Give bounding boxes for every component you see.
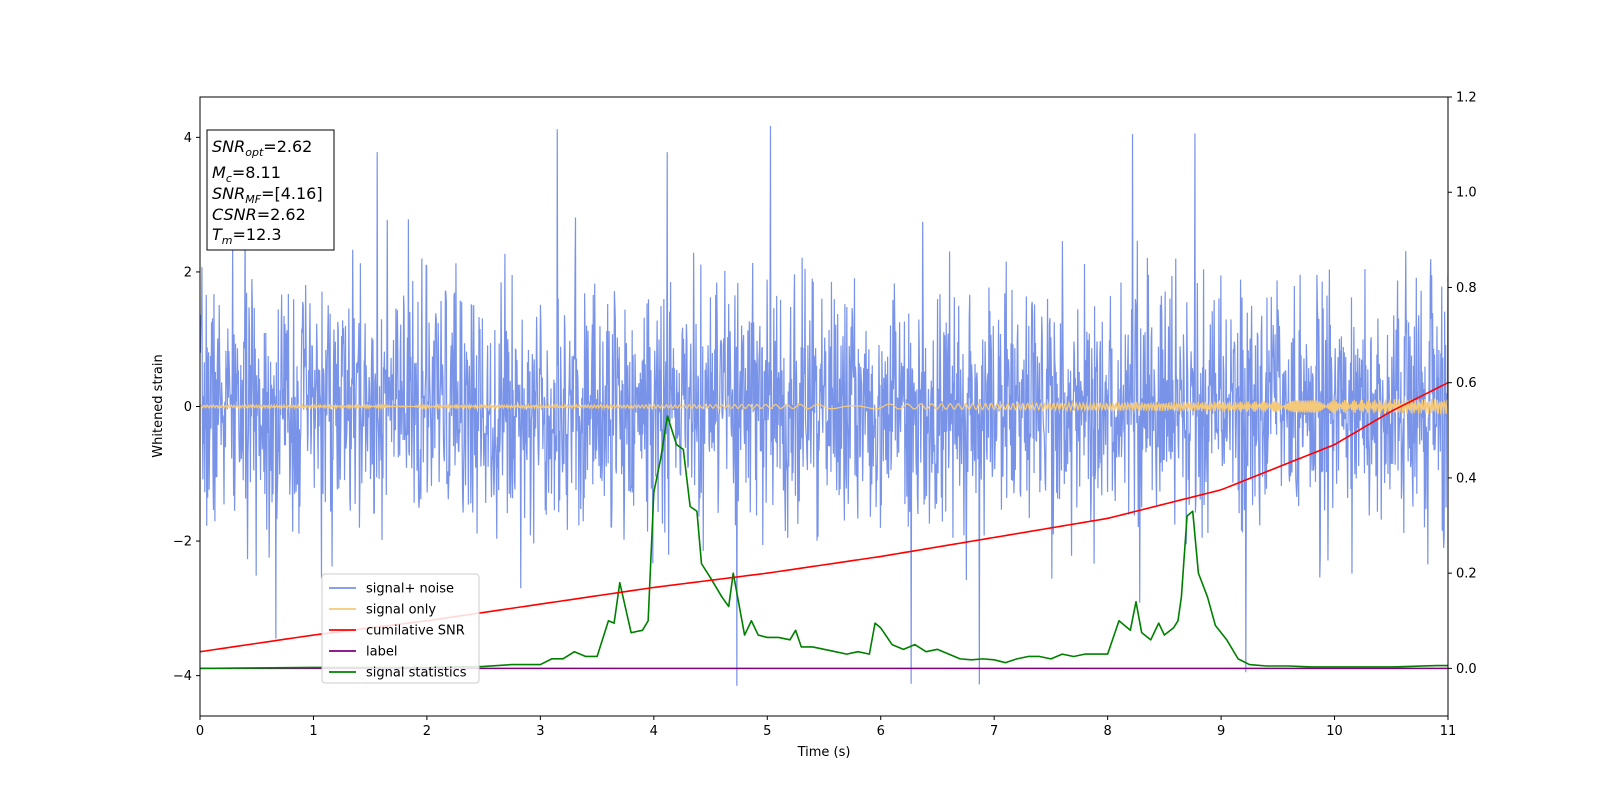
- legend: signal+ noise signal only cumilative SNR la…: [321, 573, 480, 684]
- y-left-tick-label: −2: [173, 535, 192, 550]
- y-left-tick-label: 2: [184, 265, 192, 280]
- stat-mc: Mc=8.11: [212, 163, 281, 185]
- x-tick-label: 0: [196, 724, 204, 739]
- stat-tm: Tm=12.3: [212, 225, 282, 247]
- x-tick-label: 3: [536, 724, 544, 739]
- x-tick-label: 10: [1326, 724, 1343, 739]
- y-axis-label: Whitened strain: [151, 354, 166, 457]
- series-signal-statistics: [200, 415, 1448, 670]
- x-tick-label: 6: [877, 724, 885, 739]
- y-left-tick-label: −4: [173, 669, 192, 684]
- x-tick-label: 8: [1103, 724, 1111, 739]
- legend-label: cumilative SNR: [366, 624, 465, 639]
- x-axis-label: Time (s): [797, 745, 851, 760]
- x-tick-label: 11: [1440, 724, 1457, 739]
- legend-label: signal only: [366, 603, 436, 618]
- y-right-tick-label: 0.8: [1456, 281, 1477, 296]
- y-right-tick-label: 0.2: [1456, 567, 1477, 582]
- legend-frame: [321, 573, 480, 684]
- x-tick-label: 1: [309, 724, 317, 739]
- ticks-layer: 0 1 2 3 4 5 6 7 8 9 10 11 −4 −2 0 2 4 0.0 0.2 0.4 0.6 0.8 1.0 1…: [173, 91, 1477, 740]
- y-left-tick-label: 0: [184, 400, 192, 415]
- stats-box: SNRopt=2.62 Mc=8.11 SNRMF=[4.16] CSNR=2.…: [206, 129, 335, 251]
- stat-csnr: CSNR=2.62: [212, 205, 306, 224]
- x-tick-label: 5: [763, 724, 771, 739]
- legend-label: signal statistics: [366, 666, 467, 681]
- stat-snr-opt: SNRopt=2.62: [212, 137, 312, 159]
- x-tick-label: 7: [990, 724, 998, 739]
- legend-label: label: [366, 645, 397, 660]
- x-tick-label: 4: [650, 724, 658, 739]
- y-right-tick-label: 0.6: [1456, 376, 1477, 391]
- y-right-tick-label: 1.0: [1456, 186, 1477, 201]
- legend-label: signal+ noise: [366, 582, 454, 597]
- stats-box-frame: [206, 129, 335, 251]
- x-tick-label: 2: [423, 724, 431, 739]
- y-right-tick-label: 0.0: [1456, 662, 1477, 677]
- x-tick-label: 9: [1217, 724, 1225, 739]
- y-right-tick-label: 1.2: [1456, 91, 1477, 106]
- y-right-tick-label: 0.4: [1456, 471, 1477, 486]
- series-signal-only: [200, 398, 1448, 415]
- stat-snr-mf: SNRMF=[4.16]: [212, 184, 323, 206]
- y-left-tick-label: 4: [184, 131, 192, 146]
